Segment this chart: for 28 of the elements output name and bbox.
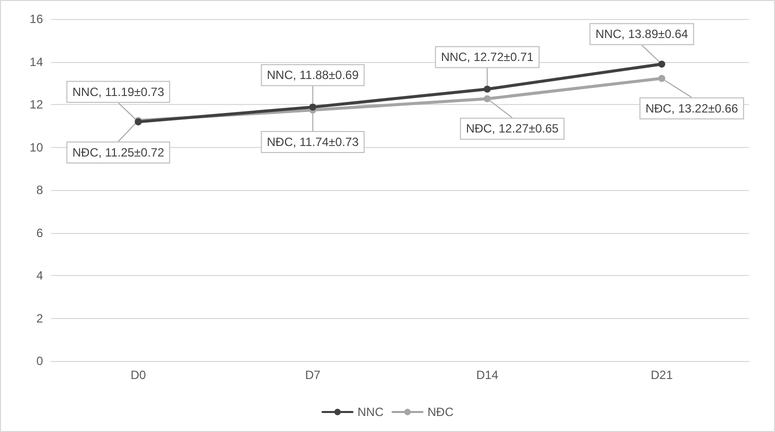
legend-label: NĐC [428, 405, 454, 419]
point [484, 86, 491, 93]
y-tick-label: 2 [36, 311, 44, 326]
x-tick-label: D14 [476, 368, 499, 382]
y-tick-label: 6 [36, 226, 44, 240]
point [484, 95, 491, 102]
data-label: NĐC, 11.25±0.72 [72, 146, 164, 160]
x-tick-label: D21 [650, 368, 674, 382]
y-tick-label: 4 [36, 268, 44, 282]
data-label: NNC, 11.19±0.73 [72, 84, 164, 99]
legend-label: NNC [358, 405, 384, 419]
data-label: NNC, 13.89±0.64 [595, 27, 688, 42]
data-label: NĐC, 12.27±0.65 [466, 122, 559, 136]
y-tick-label: 12 [30, 98, 44, 112]
data-label: NNC, 12.72±0.71 [440, 50, 534, 64]
x-tick-label: D7 [305, 368, 321, 382]
point [658, 60, 666, 68]
y-tick-label: 10 [30, 140, 44, 154]
x-tick-label: D0 [130, 368, 146, 382]
y-tick-label: 0 [36, 354, 44, 368]
y-tick-label: 14 [30, 54, 44, 69]
data-label: NĐC, 11.74±0.73 [266, 135, 359, 150]
point [309, 104, 316, 111]
y-tick-label: 16 [30, 12, 44, 26]
y-tick-label: 8 [36, 183, 44, 197]
data-label: NĐC, 13.22±0.66 [645, 101, 738, 116]
point [658, 74, 666, 82]
data-label: NNC, 11.88±0.69 [266, 68, 359, 82]
